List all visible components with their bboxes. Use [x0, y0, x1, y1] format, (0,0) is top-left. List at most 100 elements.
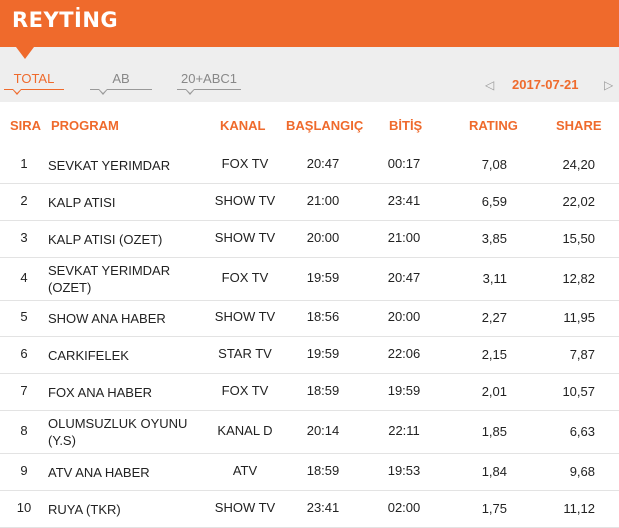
- table-row: 2 KALP ATISI SHOW TV 21:00 23:41 6,59 22,02: [0, 183, 619, 221]
- cell-baslangic: 19:59: [306, 270, 340, 285]
- tab-ab[interactable]: AB: [90, 71, 152, 97]
- tab-indicator-inner: [13, 89, 21, 93]
- tab-indicator-inner: [99, 89, 107, 93]
- cell-rating: 3,85: [481, 231, 507, 246]
- header-notch-icon: [16, 47, 34, 59]
- cell-share: 12,82: [562, 271, 595, 286]
- cell-share: 9,68: [569, 464, 595, 479]
- table-row: 9 ATV ANA HABER ATV 18:59 19:53 1,84 9,68: [0, 453, 619, 491]
- cell-rating: 7,08: [481, 157, 507, 172]
- tab-underline: [4, 89, 64, 90]
- table-row: 6 CARKIFELEK STAR TV 19:59 22:06 2,15 7,87: [0, 336, 619, 374]
- cell-program: SEVKAT YERIMDAR: [48, 158, 171, 173]
- cell-share: 10,57: [562, 384, 595, 399]
- cell-share: 24,20: [562, 157, 595, 172]
- cell-program: SHOW ANA HABER: [48, 311, 166, 326]
- cell-baslangic: 18:59: [306, 463, 340, 478]
- column-header-bitis: BİTİŞ: [389, 118, 423, 133]
- cell-program: KALP ATISI: [48, 195, 116, 210]
- column-header-program: PROGRAM: [51, 118, 119, 133]
- cell-kanal: SHOW TV: [214, 230, 276, 245]
- cell-rating: 2,01: [481, 384, 507, 399]
- cell-rating: 6,59: [481, 194, 507, 209]
- cell-share: 22,02: [562, 194, 595, 209]
- cell-bitis: 20:47: [387, 270, 421, 285]
- cell-rating: 1,75: [481, 501, 507, 516]
- cell-kanal: FOX TV: [221, 383, 269, 398]
- cell-rating: 1,85: [481, 424, 507, 439]
- cell-sira: 2: [20, 193, 28, 208]
- cell-bitis: 19:59: [387, 383, 421, 398]
- cell-rating: 3,11: [482, 271, 507, 286]
- prev-date-icon[interactable]: ◁: [485, 78, 495, 92]
- table-row: 10 RUYA (TKR) SHOW TV 23:41 02:00 1,75 11,12: [0, 490, 619, 528]
- tab-20-abc1-label: 20+ABC1: [180, 71, 237, 86]
- cell-rating: 1,84: [481, 464, 507, 479]
- cell-sira: 4: [20, 270, 28, 285]
- cell-rating: 2,27: [481, 310, 507, 325]
- cell-share: 11,95: [563, 310, 595, 325]
- cell-sira: 1: [20, 156, 28, 171]
- cell-kanal: STAR TV: [218, 346, 272, 361]
- cell-bitis: 22:11: [388, 423, 420, 438]
- cell-baslangic: 18:59: [306, 383, 340, 398]
- next-date-icon[interactable]: ▷: [604, 78, 614, 92]
- cell-share: 11,12: [563, 501, 595, 516]
- cell-bitis: 21:00: [387, 230, 421, 245]
- cell-baslangic: 20:14: [306, 423, 340, 438]
- cell-sira: 6: [20, 346, 28, 361]
- cell-baslangic: 20:00: [306, 230, 340, 245]
- cell-sira: 8: [20, 423, 28, 438]
- page-title: REYTİNG: [12, 8, 119, 32]
- table-row: 7 FOX ANA HABER FOX TV 18:59 19:59 2,01 10,57: [0, 373, 619, 411]
- tab-total-label: TOTAL: [13, 71, 55, 86]
- cell-sira: 3: [20, 230, 28, 245]
- cell-baslangic: 18:56: [306, 309, 340, 324]
- cell-bitis: 02:00: [387, 500, 421, 515]
- cell-sira: 9: [20, 463, 28, 478]
- cell-kanal: KANAL D: [217, 423, 273, 438]
- cell-program: OLUMSUZLUK OYUNU (Y.S): [48, 416, 188, 448]
- tab-underline: [177, 89, 241, 90]
- cell-program: RUYA (TKR): [48, 502, 121, 517]
- table-row: 5 SHOW ANA HABER SHOW TV 18:56 20:00 2,27 11,9…: [0, 300, 619, 337]
- tab-20-abc1[interactable]: 20+ABC1: [177, 71, 241, 97]
- cell-bitis: 19:53: [387, 463, 421, 478]
- cell-bitis: 22:06: [387, 346, 421, 361]
- header-bar: REYTİNG: [0, 0, 619, 47]
- cell-bitis: 00:17: [387, 156, 421, 171]
- cell-share: 7,87: [569, 347, 595, 362]
- cell-program: KALP ATISI (OZET): [48, 232, 163, 247]
- cell-baslangic: 20:47: [306, 156, 340, 171]
- cell-program: SEVKAT YERIMDAR (OZET): [48, 263, 171, 295]
- column-header-share: SHARE: [556, 118, 602, 133]
- cell-program: CARKIFELEK: [48, 348, 129, 363]
- cell-kanal: FOX TV: [221, 270, 269, 285]
- cell-share: 6,63: [569, 424, 595, 439]
- cell-sira: 7: [20, 383, 28, 398]
- tab-underline: [90, 89, 152, 90]
- column-header-kanal: KANAL: [220, 118, 266, 133]
- cell-sira: 5: [20, 309, 28, 324]
- table-row: 1 SEVKAT YERIMDAR FOX TV 20:47 00:17 7,08 24,2…: [0, 146, 619, 184]
- cell-sira: 10: [16, 500, 32, 515]
- cell-bitis: 20:00: [387, 309, 421, 324]
- cell-kanal: ATV: [232, 463, 258, 478]
- table-row: 8 OLUMSUZLUK OYUNU (Y.S) KANAL D 20:14 22:11…: [0, 410, 619, 454]
- cell-kanal: FOX TV: [221, 156, 269, 171]
- cell-rating: 2,15: [481, 347, 507, 362]
- tab-total[interactable]: TOTAL: [4, 71, 64, 97]
- cell-share: 15,50: [562, 231, 595, 246]
- current-date: 2017-07-21: [512, 77, 579, 92]
- cell-baslangic: 23:41: [306, 500, 340, 515]
- cell-program: FOX ANA HABER: [48, 385, 153, 400]
- tab-bar: TOTAL AB 20+ABC1: [0, 47, 619, 102]
- cell-program: ATV ANA HABER: [48, 465, 150, 480]
- table-row: 4 SEVKAT YERIMDAR (OZET) FOX TV 19:59 20:47 3…: [0, 257, 619, 301]
- column-header-baslangic: BAŞLANGIÇ: [286, 118, 364, 133]
- cell-kanal: SHOW TV: [214, 500, 276, 515]
- column-header-rating: RATING: [469, 118, 518, 133]
- cell-kanal: SHOW TV: [214, 309, 276, 324]
- cell-baslangic: 19:59: [306, 346, 340, 361]
- cell-baslangic: 21:00: [306, 193, 340, 208]
